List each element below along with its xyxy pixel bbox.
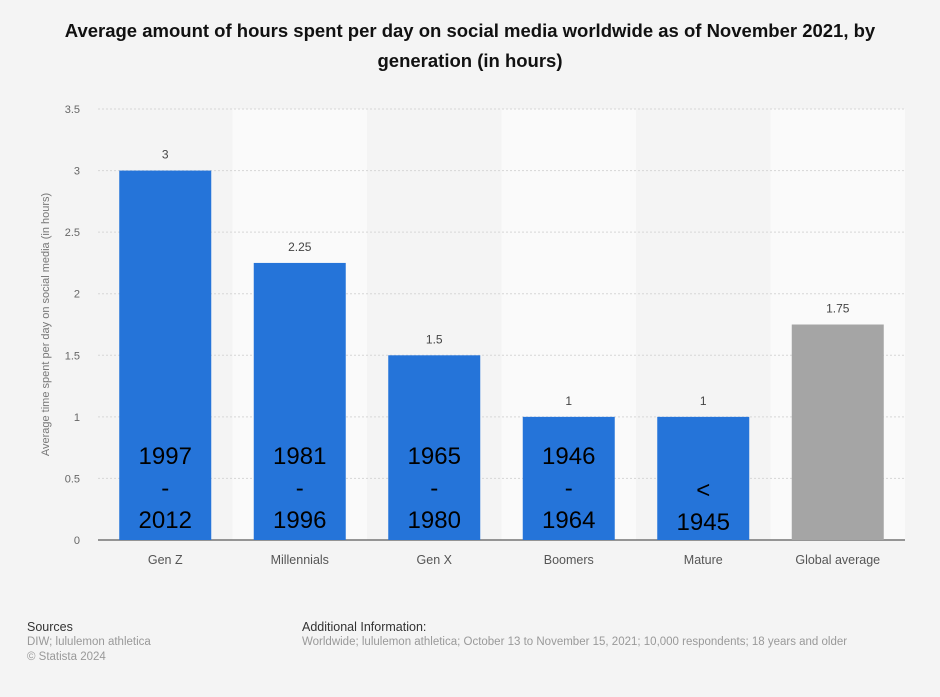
bar (388, 355, 481, 540)
bar (522, 416, 615, 540)
y-tick-label: 3.5 (65, 104, 80, 116)
chart-title: Average amount of hours spent per day on… (64, 20, 876, 71)
bar-chart: 0 0.5 1 1.5 2 2.5 3 3.5 Average time spent per d… (40, 104, 905, 567)
x-tick-label: Global average (795, 553, 880, 567)
x-tick-label: Millennials (271, 553, 329, 567)
data-label: 1 (565, 394, 572, 408)
y-tick-label: 0.5 (65, 473, 80, 485)
bar-annotation: 1965 (408, 443, 461, 470)
additional-info-heading: Additional Information: (302, 620, 427, 634)
data-label: 3 (162, 148, 169, 162)
data-label: 1.5 (426, 332, 443, 346)
bar-annotation: - (161, 475, 169, 502)
bar (791, 324, 884, 540)
additional-info-text: Worldwide; lululemon athletica; October … (302, 636, 848, 648)
data-label: 1 (700, 394, 707, 408)
y-tick-label: 1 (74, 412, 80, 424)
bar-annotation: 1946 (542, 443, 595, 470)
bar-annotation: 1996 (273, 507, 326, 534)
y-tick-label: 3 (74, 166, 80, 178)
bar (657, 416, 750, 540)
sources-text: DIW; lululemon athletica (27, 636, 151, 648)
bar-annotation: < (696, 477, 710, 504)
sources-block: Sources DIW; lululemon athletica © Stati… (27, 620, 151, 665)
y-axis-label: Average time spent per day on social med… (40, 193, 52, 456)
bar-annotation: 1997 (139, 443, 192, 470)
y-tick-label: 2.5 (65, 227, 80, 239)
y-tick-label: 0 (74, 535, 80, 547)
y-tick-label: 2 (74, 289, 80, 301)
bar-annotation: 1981 (273, 443, 326, 470)
x-tick-label: Boomers (544, 553, 594, 567)
bar-annotation: - (430, 475, 438, 502)
copyright-text: © Statista 2024 (27, 651, 106, 663)
bar-annotation: 1964 (542, 507, 595, 534)
x-tick-label: Gen X (417, 553, 453, 567)
x-tick-label: Mature (684, 553, 723, 567)
bar (119, 170, 212, 541)
sources-heading: Sources (27, 620, 73, 634)
bar (253, 262, 346, 540)
bar-annotation: - (565, 475, 573, 502)
bar-annotation: - (296, 475, 304, 502)
bar-annotation: 2012 (139, 507, 192, 534)
data-label: 2.25 (288, 240, 312, 254)
data-label: 1.75 (826, 302, 850, 316)
x-tick-label: Gen Z (148, 553, 183, 567)
y-tick-label: 1.5 (65, 350, 80, 362)
additional-info-block: Additional Information: Worldwide; lulul… (302, 620, 847, 650)
bar-annotation: 1980 (408, 507, 461, 534)
bar-annotation: 1945 (677, 509, 730, 536)
